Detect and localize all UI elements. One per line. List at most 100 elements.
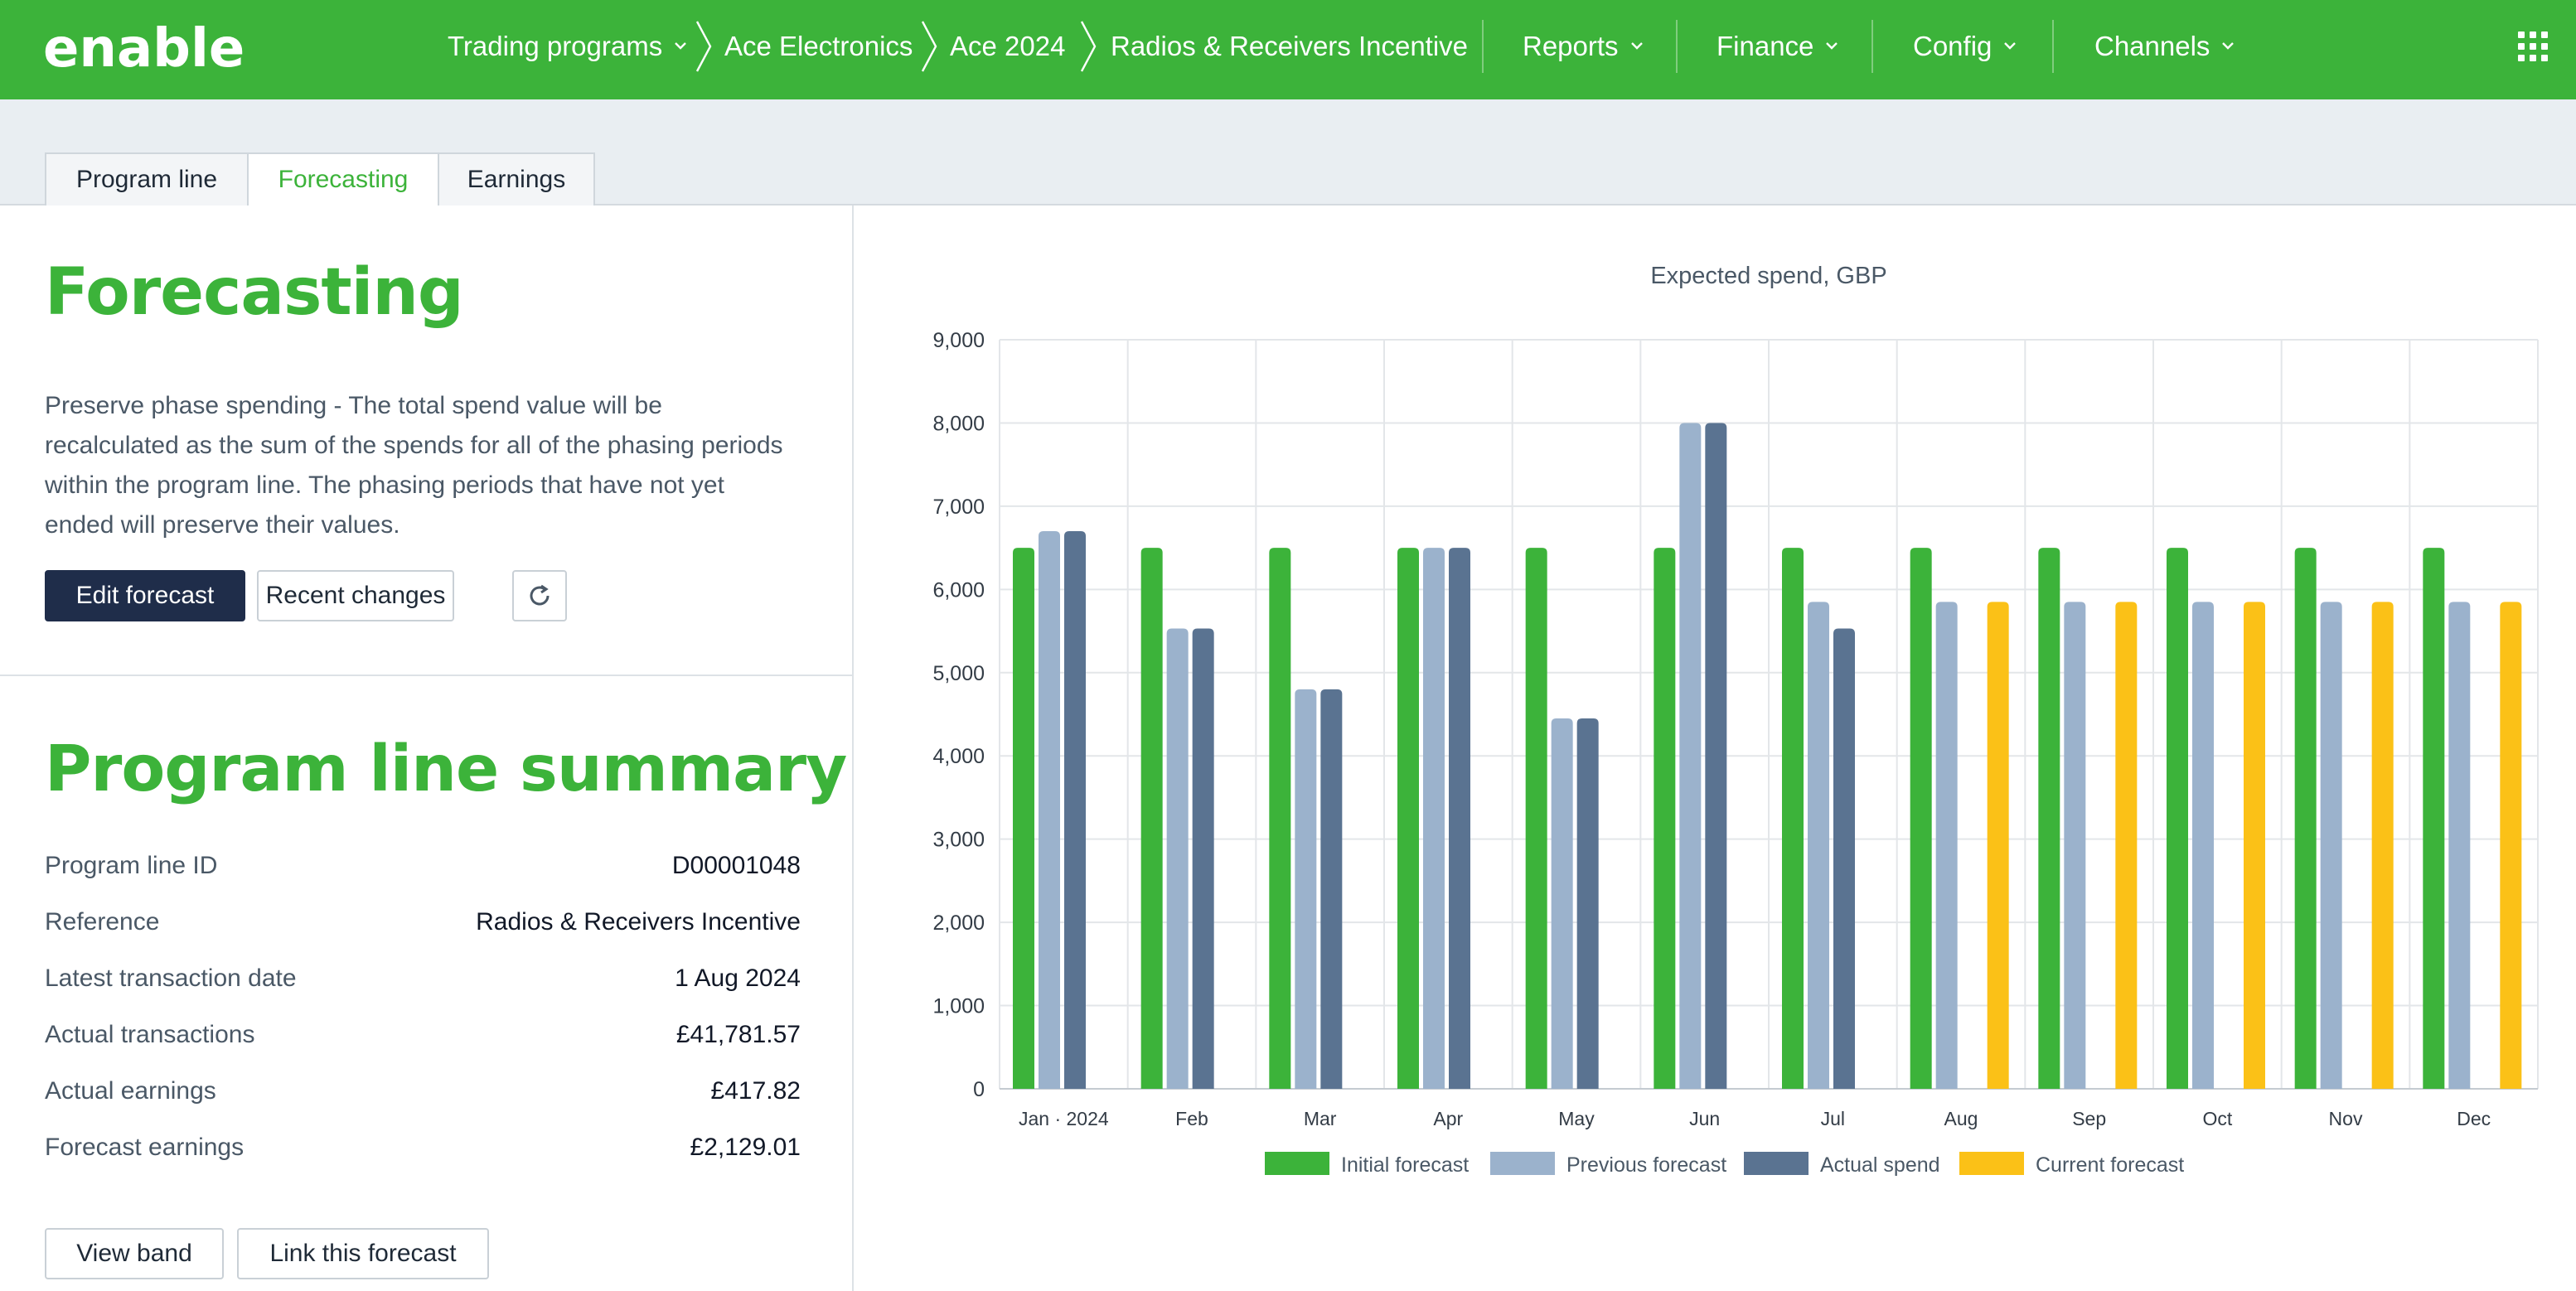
bar-current-forecast	[2244, 602, 2265, 1089]
x-tick-label: Nov	[2329, 1108, 2363, 1129]
x-tick-label: Sep	[2072, 1108, 2106, 1129]
nav-channels[interactable]: Channels	[2094, 0, 2235, 99]
nav-trading-programs[interactable]: Trading programs	[448, 0, 687, 99]
summary-value: £2,129.01	[690, 1134, 801, 1161]
x-tick-label: Jan · 2024	[1019, 1108, 1109, 1129]
bar-actual-spend	[1064, 531, 1086, 1089]
nav-finance[interactable]: Finance	[1717, 0, 1838, 99]
x-tick-label: Jul	[1821, 1108, 1845, 1129]
bar-initial-forecast	[2038, 548, 2060, 1089]
y-tick-label: 2,000	[932, 911, 985, 935]
legend-label: Initial forecast	[1341, 1153, 1469, 1177]
y-tick-label: 8,000	[932, 412, 985, 435]
enable-logo[interactable]: enable	[43, 12, 300, 88]
nav-divider	[1871, 20, 1873, 73]
bar-current-forecast	[2115, 602, 2138, 1089]
bar-previous-forecast	[1295, 689, 1317, 1089]
tab-forecasting[interactable]: Forecasting	[247, 152, 439, 207]
top-navigation-bar: enable Trading programs Ace Electronics …	[0, 0, 2576, 99]
x-tick-label: Feb	[1175, 1108, 1208, 1129]
x-tick-label: May	[1558, 1108, 1595, 1129]
page-title: Forecasting	[45, 255, 464, 330]
bar-initial-forecast	[1013, 548, 1034, 1089]
nav-trading-programs-label: Trading programs	[448, 31, 663, 61]
bar-actual-spend	[1449, 548, 1470, 1089]
legend-swatch	[1959, 1152, 2024, 1175]
legend-swatch	[1744, 1152, 1809, 1175]
bar-actual-spend	[1705, 423, 1727, 1089]
x-tick-label: Mar	[1304, 1108, 1337, 1129]
summary-label: Actual earnings	[45, 1077, 216, 1105]
legend-label: Actual spend	[1820, 1153, 1940, 1177]
nav-reports-label: Reports	[1523, 31, 1619, 61]
recent-changes-button[interactable]: Recent changes	[257, 570, 454, 621]
breadcrumb-separator-icon	[921, 21, 937, 72]
bar-previous-forecast	[2320, 602, 2342, 1089]
bar-current-forecast	[1987, 602, 2009, 1089]
bar-previous-forecast	[1551, 718, 1573, 1089]
expected-spend-chart: Expected spend, GBP 0 1,000 2,000 3,000 4,000…	[932, 263, 2539, 1177]
summary-label: Forecast earnings	[45, 1134, 245, 1161]
grid-icon[interactable]	[2518, 31, 2548, 61]
bar-initial-forecast	[1269, 548, 1291, 1089]
nav-divider	[2052, 20, 2054, 73]
nav-finance-label: Finance	[1717, 31, 1814, 61]
nav-config[interactable]: Config	[1913, 0, 2017, 99]
breadcrumb-separator-icon	[1080, 21, 1097, 72]
summary-row: Forecast earnings £2,129.01	[45, 1134, 801, 1167]
tab-earnings[interactable]: Earnings	[438, 152, 595, 205]
link-forecast-button[interactable]: Link this forecast	[237, 1228, 489, 1279]
summary-row: Program line ID D00001048	[45, 852, 801, 885]
refresh-button[interactable]	[512, 570, 567, 621]
tab-program-line[interactable]: Program line	[45, 152, 249, 205]
bar-initial-forecast	[1140, 548, 1163, 1089]
y-tick-label: 5,000	[932, 662, 985, 685]
summary-title: Program line summary	[45, 733, 847, 806]
chevron-down-icon	[2222, 42, 2235, 50]
breadcrumb-ace-electronics[interactable]: Ace Electronics	[724, 31, 913, 61]
tab-strip: Program line Forecasting Earnings	[0, 99, 2576, 207]
summary-value: 1 Aug 2024	[675, 965, 801, 992]
y-tick-label: 7,000	[932, 496, 985, 519]
breadcrumb-separator-icon	[695, 21, 712, 72]
nav-channels-label: Channels	[2094, 31, 2210, 61]
nav-reports[interactable]: Reports	[1523, 0, 1644, 99]
bar-previous-forecast	[2192, 602, 2214, 1089]
y-tick-label: 0	[973, 1078, 985, 1101]
nav-divider	[1482, 20, 1484, 73]
edit-forecast-button[interactable]: Edit forecast	[45, 570, 245, 621]
bar-previous-forecast	[1808, 602, 1829, 1089]
bar-initial-forecast	[1654, 548, 1676, 1089]
y-tick-label: 1,000	[932, 995, 985, 1018]
x-tick-label: Dec	[2457, 1108, 2491, 1129]
bar-previous-forecast	[1423, 548, 1445, 1089]
left-panel: Forecasting Preserve phase spending - Th…	[0, 205, 854, 1291]
breadcrumb-program-line[interactable]: Radios & Receivers Incentive	[1111, 31, 1469, 61]
legend-label: Previous forecast	[1566, 1153, 1726, 1177]
chevron-down-icon	[675, 42, 687, 50]
chart-title: Expected spend, GBP	[1650, 263, 1886, 289]
bar-previous-forecast	[1935, 602, 1958, 1089]
bar-current-forecast	[2371, 602, 2394, 1089]
bar-previous-forecast	[2064, 602, 2086, 1089]
x-tick-label: Jun	[1689, 1108, 1720, 1129]
breadcrumb-ace-2024[interactable]: Ace 2024	[950, 31, 1066, 61]
bar-previous-forecast	[1166, 628, 1189, 1089]
legend-label: Current forecast	[2036, 1153, 2184, 1177]
bar-initial-forecast	[1525, 548, 1547, 1089]
summary-row: Latest transaction date 1 Aug 2024	[45, 965, 801, 998]
legend-swatch	[1490, 1152, 1555, 1175]
bar-actual-spend	[1320, 689, 1343, 1089]
view-band-button[interactable]: View band	[45, 1228, 224, 1279]
bar-initial-forecast	[2294, 548, 2317, 1089]
bar-current-forecast	[2500, 602, 2522, 1089]
chevron-down-icon	[1826, 42, 1838, 50]
bar-previous-forecast	[1679, 423, 1702, 1089]
y-tick-label: 9,000	[932, 329, 985, 352]
summary-label: Latest transaction date	[45, 965, 297, 992]
refresh-icon	[530, 584, 550, 606]
logo-text: enable	[43, 18, 245, 80]
nav-config-label: Config	[1913, 31, 1993, 61]
chart-panel: Expected spend, GBP 0 1,000 2,000 3,000 4,000…	[855, 205, 2576, 1291]
nav-divider	[1676, 20, 1678, 73]
